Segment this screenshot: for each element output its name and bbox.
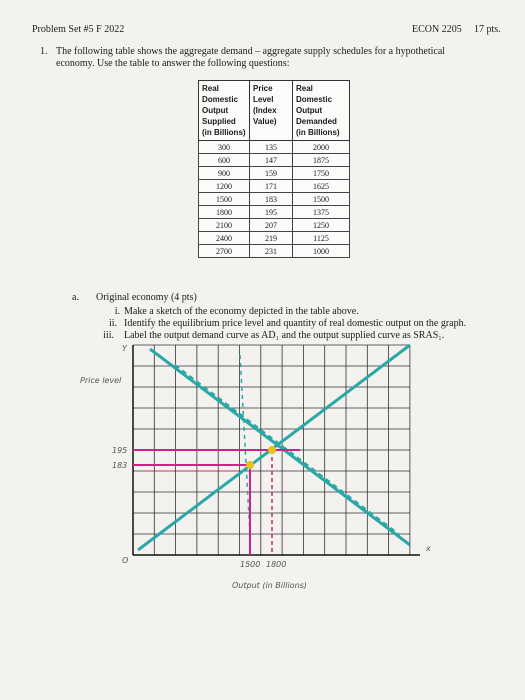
- part-title: Original economy (4 pts): [96, 292, 197, 303]
- table-cell: 219: [249, 231, 293, 245]
- table-cell: 159: [249, 166, 293, 180]
- output-mark: 1500: [240, 560, 260, 569]
- table-cell: 183: [249, 192, 293, 206]
- table-cell: 171: [249, 179, 293, 193]
- column-header: Real Domestic Output Demanded (in Billio…: [292, 80, 350, 141]
- table-cell: 1000: [292, 244, 350, 258]
- table-cell: 1500: [292, 192, 350, 206]
- header-course: ECON 2205: [412, 24, 462, 35]
- table-row: 1200 171 1625: [198, 179, 350, 193]
- table-cell: 147: [249, 153, 293, 167]
- dashed-line: [239, 354, 251, 536]
- column-header: Price Level (Index Value): [249, 80, 293, 141]
- table-cell: 1125: [292, 231, 350, 245]
- table-cell: 135: [249, 140, 293, 154]
- table-cell: 1375: [292, 205, 350, 219]
- header-points: 17 pts.: [474, 24, 501, 35]
- ad-dashed: [174, 364, 401, 536]
- table-cell: 1625: [292, 179, 350, 193]
- ad-line: [149, 347, 411, 547]
- y-letter: Y: [122, 344, 128, 353]
- y-axis-label: Price level: [80, 376, 122, 385]
- item-text: Identify the equilibrium price level and…: [124, 318, 467, 329]
- equilibrium-dot: [268, 446, 276, 454]
- question-number: 1.: [40, 46, 48, 57]
- equilibrium-dot: [246, 461, 254, 469]
- table-cell: 1800: [198, 205, 250, 219]
- table-cell: 2000: [292, 140, 350, 154]
- column-header: Real Domestic Output Supplied (in Billio…: [198, 80, 250, 141]
- table-cell: 600: [198, 153, 250, 167]
- table-row: 2400 219 1125: [198, 231, 350, 245]
- table-cell: 231: [249, 244, 293, 258]
- item-label: i.: [114, 306, 120, 317]
- table-row: 300 135 2000: [198, 140, 350, 154]
- item-label: ii.: [108, 318, 117, 329]
- table-cell: 1250: [292, 218, 350, 232]
- table-cell: 2400: [198, 231, 250, 245]
- table-row: 900 159 1750: [198, 166, 350, 180]
- table-cell: 1750: [292, 166, 350, 180]
- table-cell: 300: [198, 140, 250, 154]
- table-row: 1800 195 1375: [198, 205, 350, 219]
- table-cell: 195: [249, 205, 293, 219]
- part-label: a.: [72, 292, 79, 303]
- price-mark: 195: [112, 446, 127, 455]
- item-text: Label the output demand curve as AD₁ and…: [124, 330, 445, 341]
- schedule-table: Real Domestic Output Supplied (in Billio…: [198, 80, 350, 258]
- table-row: 2700 231 1000: [198, 244, 350, 258]
- table-cell: 1500: [198, 192, 250, 206]
- item-text: Make a sketch of the economy depicted in…: [124, 306, 359, 317]
- item-label: iii.: [103, 330, 114, 341]
- output-mark: 1800: [266, 560, 286, 569]
- table-cell: 207: [249, 218, 293, 232]
- origin-label: O: [122, 556, 128, 565]
- x-letter: x: [425, 544, 431, 553]
- table-cell: 2700: [198, 244, 250, 258]
- table-cell: 1875: [292, 153, 350, 167]
- graph: Price level 195 183 1500 1800 Output (in…: [80, 343, 431, 590]
- table-cell: 2100: [198, 218, 250, 232]
- question-text: The following table shows the aggregate …: [56, 46, 446, 69]
- price-mark: 183: [112, 461, 127, 470]
- table-row: 2100 207 1250: [198, 218, 350, 232]
- table-cell: 1200: [198, 179, 250, 193]
- table-row: 600 147 1875: [198, 153, 350, 167]
- x-axis-label: Output (in Billions): [232, 581, 307, 590]
- table-row: 1500 183 1500: [198, 192, 350, 206]
- header-left: Problem Set #5 F 2022: [32, 24, 125, 35]
- table-cell: 900: [198, 166, 250, 180]
